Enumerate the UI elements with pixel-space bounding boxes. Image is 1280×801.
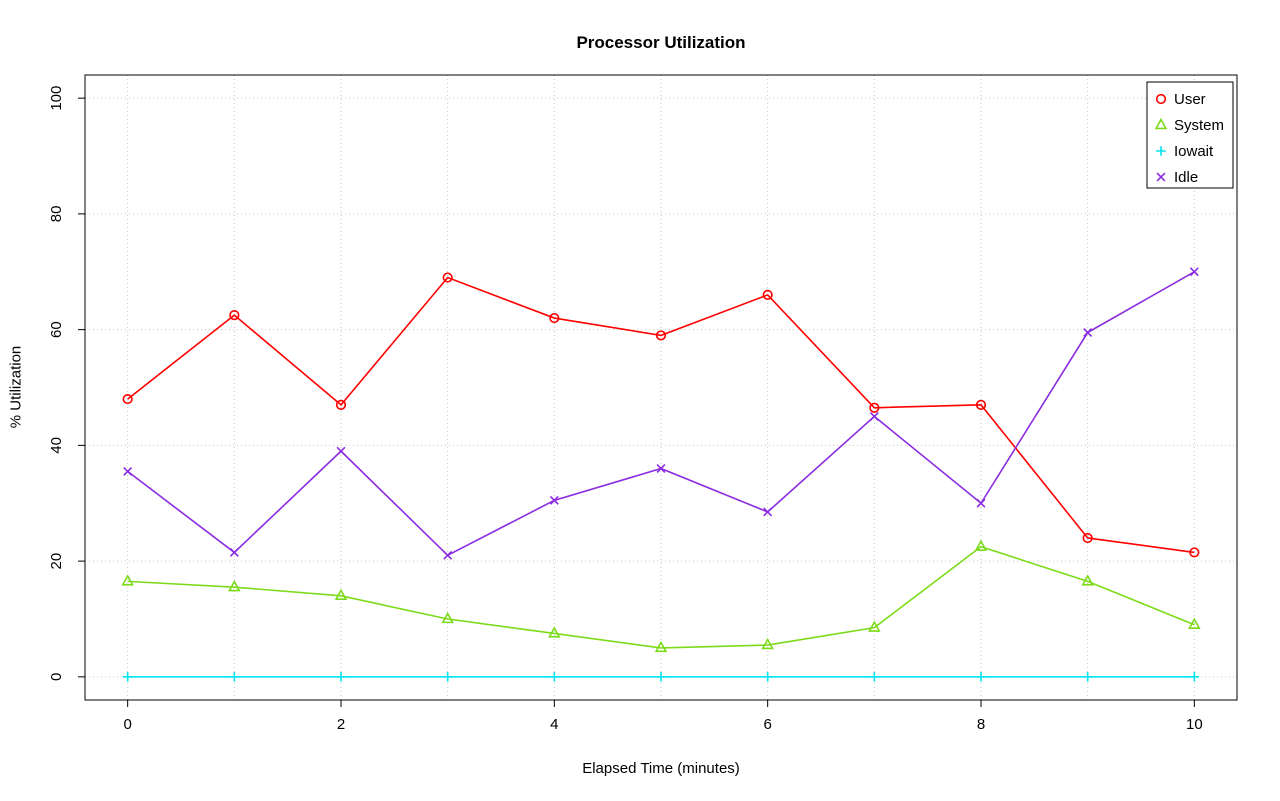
marker-x [869,411,879,421]
marker-plus [869,672,880,682]
y-axis-tick-label: 0 [48,673,65,681]
marker-circle [229,310,240,321]
marker-circle [869,402,880,413]
series-system [121,539,1201,653]
marker-circle [122,393,133,405]
marker-x [549,495,559,505]
y-axis-tick-label: 100 [48,86,65,111]
marker-circle [655,330,667,341]
x-axis-tick-label: 6 [763,716,771,733]
marker-x [976,498,986,508]
marker-plus [442,672,453,682]
legend-label-idle: Idle [1174,169,1198,186]
marker-x [443,550,453,560]
marker-triangle [868,620,881,632]
marker-plus [229,672,240,682]
marker-plus [976,672,986,682]
series-line [127,276,1195,554]
x-axis-tick-label: 4 [550,716,558,733]
chart-title: Processor Utilization [576,33,746,52]
y-axis-tick-label: 80 [48,206,65,223]
legend-box [1146,81,1234,189]
x-axis-label: Elapsed Time (minutes) [582,760,740,777]
marker-circle [549,312,560,324]
x-axis-tick-label: 8 [977,716,985,733]
plot-box [84,74,1238,701]
marker-x [656,464,666,473]
marker-x [1083,328,1093,337]
series-line [127,271,1195,557]
marker-triangle [654,640,668,653]
legend-label-system: System [1174,117,1224,134]
series-user [122,272,1200,558]
marker-plus [656,672,666,682]
marker-triangle [334,588,348,601]
marker-circle [1189,547,1200,558]
marker-plus [1189,672,1200,682]
series-idle [123,267,1199,560]
marker-triangle [761,637,774,650]
marker-x [336,446,346,456]
marker-plus [1082,672,1093,682]
marker-plus [122,672,133,682]
x-axis-tick-label: 2 [337,716,345,733]
series-iowait [122,672,1200,682]
marker-triangle [1154,117,1168,130]
marker-x [123,466,133,476]
x-axis-tick-label: 10 [1186,716,1203,733]
marker-plus [1156,146,1166,156]
marker-triangle [441,611,454,624]
marker-plus [549,672,560,682]
marker-x [1189,267,1199,277]
y-axis-label: % Utilization [7,345,25,429]
marker-triangle [974,539,988,551]
marker-x [1156,172,1166,182]
marker-triangle [1081,574,1094,586]
marker-triangle [228,579,241,592]
marker-circle [1082,532,1093,544]
legend: User System Iowait Idle [1146,81,1234,189]
marker-triangle [548,626,561,638]
marker-circle [975,399,987,410]
marker-x [229,547,239,557]
marker-plus [336,672,346,682]
marker-circle [1155,93,1167,105]
y-axis-tick-label: 40 [48,437,65,454]
marker-circle [762,289,773,301]
marker-plus [762,672,773,682]
y-axis-tick-label: 20 [48,553,65,570]
marker-triangle [1188,617,1201,629]
x-axis-tick-label: 0 [123,716,131,733]
legend-label-iowait: Iowait [1174,143,1214,160]
marker-circle [335,399,347,410]
series-line [127,545,1195,649]
marker-circle [442,272,453,283]
marker-triangle [121,574,134,586]
legend-label-user: User [1174,91,1206,108]
y-axis-tick-label: 60 [48,321,65,338]
marker-x [763,507,773,517]
